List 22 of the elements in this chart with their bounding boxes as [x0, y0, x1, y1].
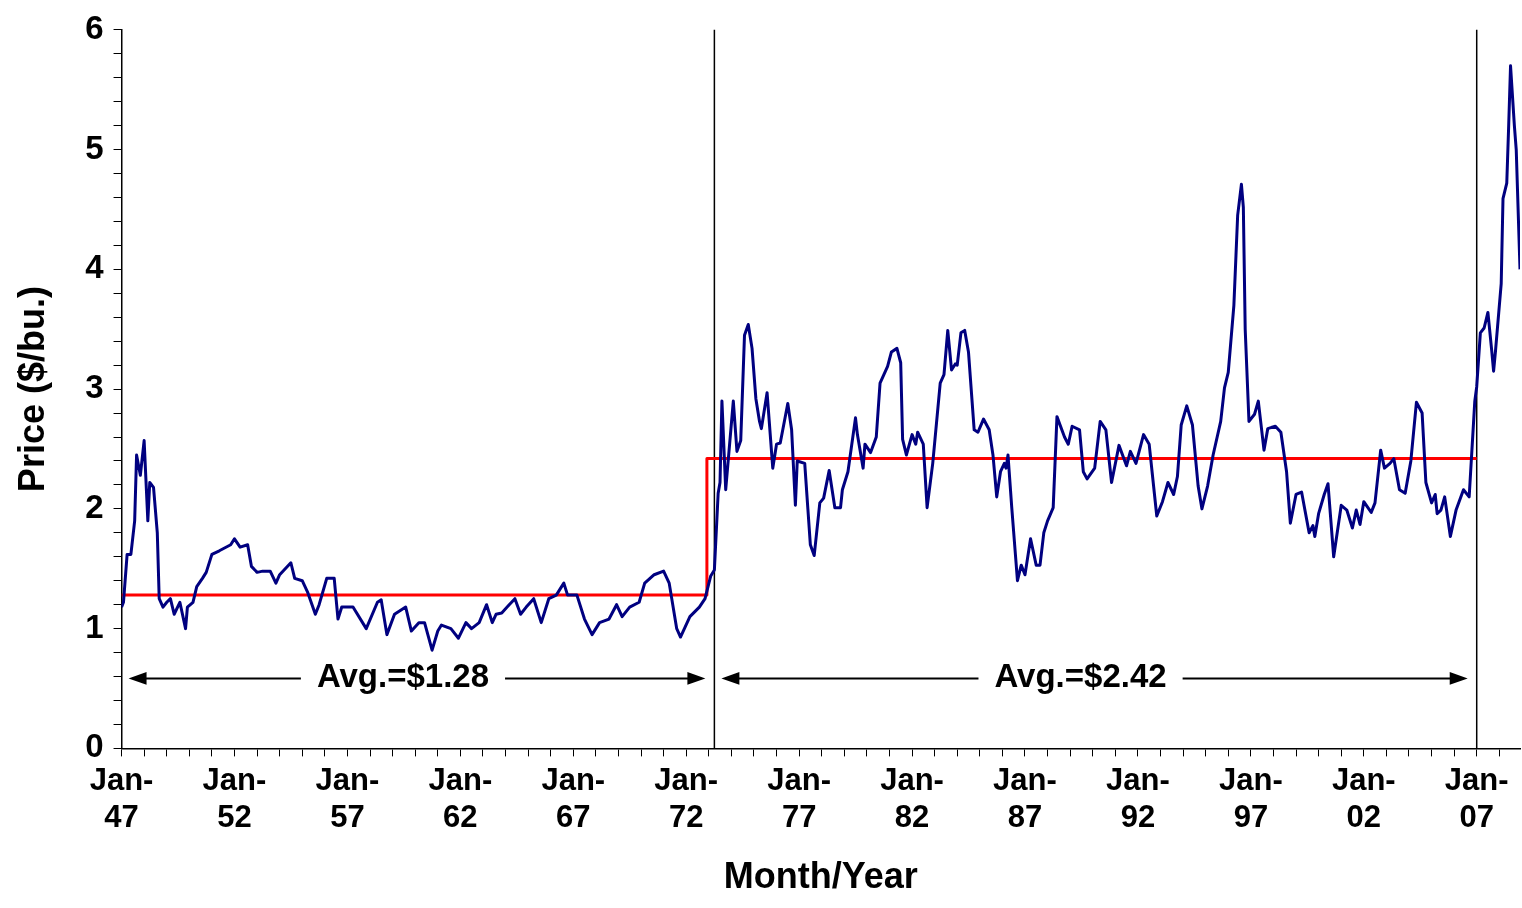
y-tick-label: 4	[85, 248, 105, 286]
x-tick-label: Jan-57	[315, 761, 380, 834]
x-tick-label: Jan-67	[541, 761, 606, 834]
y-tick-label: 6	[85, 8, 104, 46]
x-tick-label: Jan-92	[1106, 761, 1170, 834]
y-tick-label: 3	[85, 368, 104, 406]
x-tick-label: Jan-72	[654, 761, 719, 834]
x-tick-label: Jan-07	[1444, 761, 1509, 834]
y-tick-label: 1	[85, 607, 104, 645]
annotation: Avg.=$1.28	[316, 657, 490, 695]
x-tick-label: Jan-87	[993, 761, 1057, 834]
x-tick-label: Jan-97	[1219, 761, 1283, 834]
y-axis-title: Price ($/bu.)	[10, 286, 52, 493]
y-tick-label: 5	[85, 128, 104, 166]
annotation: Avg.=$2.42	[994, 657, 1167, 695]
x-tick-label: Jan-02	[1331, 761, 1396, 834]
x-tick-label: Jan-82	[880, 761, 944, 834]
x-axis-title: Month/Year	[723, 855, 918, 897]
x-tick-label: Jan-52	[202, 761, 267, 834]
y-tick-label: 2	[85, 487, 104, 525]
x-tick-label: Jan-77	[767, 761, 832, 834]
x-tick-label: Jan-62	[428, 761, 493, 834]
